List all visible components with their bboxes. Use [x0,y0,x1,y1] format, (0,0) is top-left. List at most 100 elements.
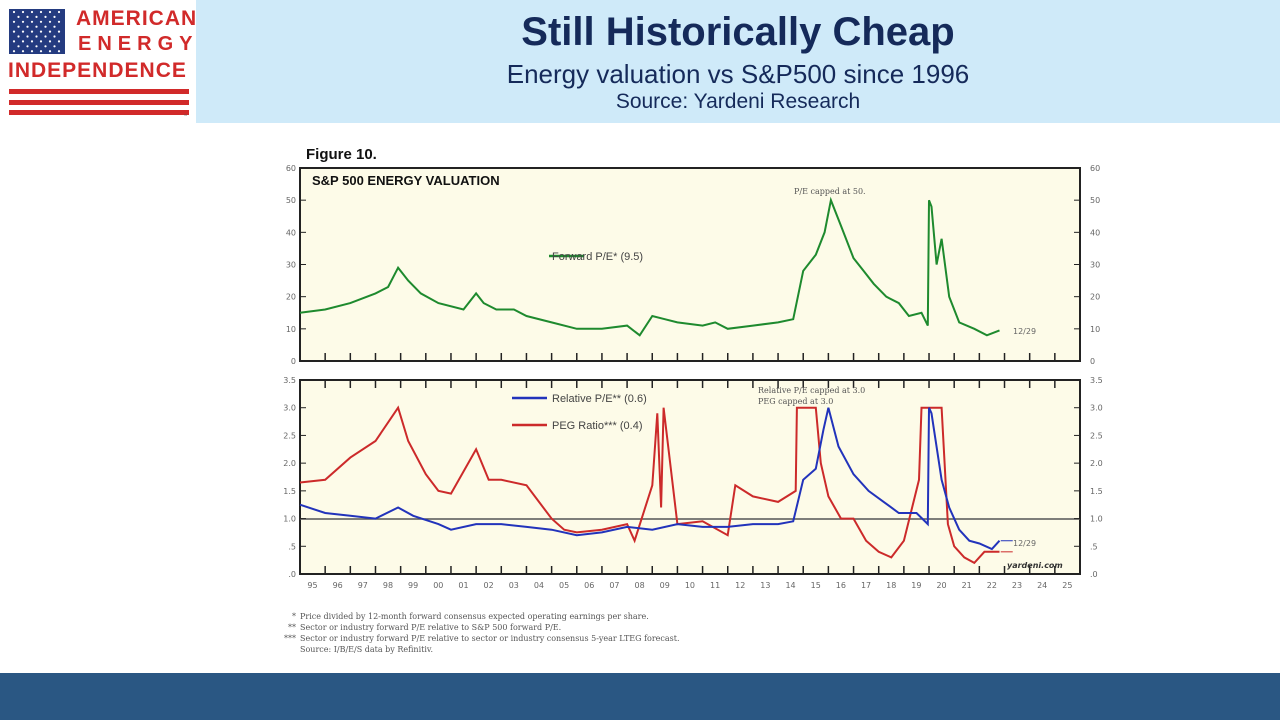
footnotes: * Price divided by 12-month forward conse… [284,612,680,654]
flag-star [12,50,16,53]
lower-right-tick-label: 3.0 [1090,404,1103,413]
year-tick-label: 20 [936,581,946,590]
header-banner: Still Historically Cheap Energy valuatio… [0,0,1280,123]
year-tick-label: 96 [333,581,343,590]
flag-star [35,15,38,18]
valuation-figure: Figure 10. S&P 500 ENERGY VALUATION 0 0 10… [283,146,1102,654]
flag-star [39,10,43,14]
flag-star [30,30,34,33]
flag-star [12,10,16,14]
year-tick-label: 23 [1012,581,1022,590]
flag-star [48,50,52,53]
upper-right-tick-label: 20 [1090,293,1100,302]
lower-left-tick-label: 3.5 [283,376,296,385]
flag-star [30,40,34,43]
footnote-mark: ** [288,623,296,632]
lower-left-tick-label: 3.0 [283,404,296,413]
upper-left-tick-label: 20 [286,293,296,302]
upper-axis: 0 0 10 10 20 20 30 30 40 40 50 50 60 60 [286,164,1100,366]
flag-star [17,15,20,18]
year-tick-label: 95 [307,581,317,590]
year-tick-label: 11 [710,581,720,590]
flag-star [12,20,16,23]
year-tick-label: 22 [987,581,997,590]
flag-star [48,30,52,33]
flag-star [17,25,20,28]
upper-left-tick-label: 40 [286,228,296,237]
flag-star [57,10,61,14]
lower-left-tick-label: 2.5 [283,431,296,440]
footnote-text: Sector or industry forward P/E relative … [300,623,561,632]
figure-label: Figure 10. [306,146,377,163]
upper-right-tick-label: 30 [1090,261,1100,270]
forward-pe-legend-label: Forward P/E* (9.5) [552,251,643,263]
lower-plot-area [299,379,1081,575]
year-tick-label: 07 [609,581,619,590]
year-tick-label: 14 [785,581,795,590]
flag-star [48,40,52,43]
logo-stripe-3 [9,110,189,115]
flag-star [21,20,25,23]
watermark: yardeni.com [1007,561,1063,570]
year-tick-label: 19 [911,581,921,590]
logo-stripe-2 [9,100,189,105]
logo: AMERICAN ENERGY INDEPENDENCE ™ [0,0,196,123]
year-tick-label: 05 [559,581,569,590]
year-tick-label: 10 [685,581,695,590]
flag-star [21,10,25,14]
flag-star [17,35,20,38]
lower-left-tick-label: 1.5 [283,487,296,496]
footnote-mark: * [292,612,296,621]
lower-left-tick-label: .5 [288,542,296,551]
upper-panel-title: S&P 500 ENERGY VALUATION [312,173,500,188]
flag-star [21,30,25,33]
upper-right-tick-label: 10 [1090,325,1100,334]
year-tick-label: 04 [534,581,544,590]
flag-star [48,10,52,14]
flag-star [57,30,61,33]
flag-star [26,35,29,38]
flag-star [30,50,34,53]
upper-left-tick-label: 30 [286,261,296,270]
flag-star [53,25,56,28]
logo-text-line-3: INDEPENDENCE [8,59,187,82]
flag-star [44,25,47,28]
forward-pe-series-line [299,196,1000,337]
relative-pe-series-line [299,407,1001,551]
end-marker-lines [1000,540,1013,553]
flag-star [30,10,34,14]
lower-axis: .0 .0 .5 .5 1.0 1.0 1.5 1.5 2.0 2.0 2.5 2.5 3.0 3.0 3.… [283,376,1102,590]
lower-left-tick-label: 2.0 [283,459,296,468]
flag-star [17,45,20,48]
source-line: Source: Yardeni Research [615,90,861,113]
upper-right-tick-label: 0 [1090,357,1095,366]
flag-star [57,20,61,23]
flag-star [26,45,29,48]
flag-star [39,40,43,43]
lower-right-tick-label: 3.5 [1090,376,1103,385]
lower-right-tick-label: .5 [1090,542,1098,551]
lower-right-tick-label: 1.0 [1090,515,1103,524]
logo-stripe-1 [9,89,189,94]
footnote-text: Source: I/B/E/S data by Refinitiv. [300,645,433,654]
footnote-text: Price divided by 12-month forward consen… [300,612,649,621]
year-tick-label: 12 [735,581,745,590]
lower-right-tick-label: 2.5 [1090,431,1103,440]
logo-text-line-1: AMERICAN [76,7,198,30]
lower-right-tick-label: 1.5 [1090,487,1103,496]
upper-left-tick-label: 60 [286,164,296,173]
year-tick-label: 02 [484,581,494,590]
peg-legend-label: PEG Ratio*** (0.4) [552,420,642,432]
flag-star [35,45,38,48]
flag-star [12,40,16,43]
year-tick-label: 09 [660,581,670,590]
upper-left-tick-label: 0 [291,357,296,366]
year-tick-label: 24 [1037,581,1047,590]
flag-star [53,45,56,48]
peg-series-line [299,405,1000,565]
upper-right-tick-label: 60 [1090,164,1100,173]
flag-star [44,15,47,18]
lower-end-label: 12/29 [1013,539,1036,548]
upper-left-tick-label: 50 [286,196,296,205]
upper-plot-area [299,167,1081,362]
